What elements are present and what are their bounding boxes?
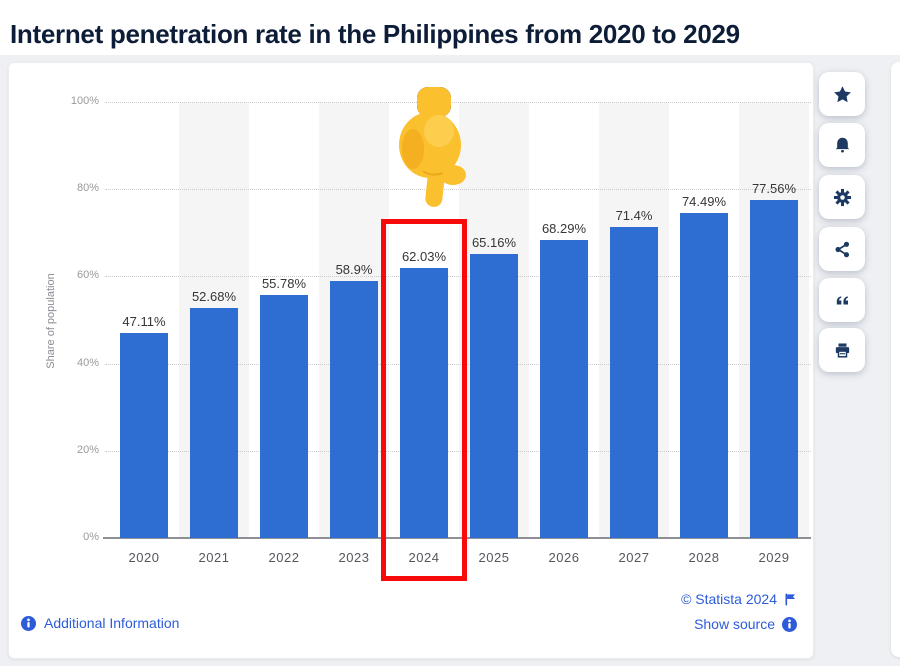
y-tick-label: 40%	[76, 356, 99, 369]
statista-copyright-link[interactable]: © Statista 2024	[681, 591, 797, 607]
gear-icon	[833, 188, 851, 206]
favorite-button[interactable]	[819, 72, 865, 116]
highlight-box-2024	[381, 218, 467, 581]
additional-information-link[interactable]: Additional Information	[21, 615, 179, 631]
info-icon	[21, 615, 36, 631]
finger-highlight	[424, 115, 454, 147]
share-icon	[834, 241, 849, 257]
bar-value-label-2026: 68.29%	[541, 221, 587, 237]
x-axis-line	[103, 537, 811, 539]
chart-card: 0% 20% 40% 60% 80% 100% 47.11% 2020 52.68% 2021 55…	[8, 62, 814, 659]
x-tick-label-2027: 2027	[618, 550, 650, 565]
y-tick-label: 20%	[76, 443, 99, 456]
bar-value-label-2028: 74.49%	[681, 194, 727, 210]
chart-footer-right: © Statista 2024 Show source	[681, 591, 797, 641]
pointing-down-finger-emoji	[399, 87, 466, 207]
cite-button[interactable]	[819, 278, 865, 322]
bar-2023[interactable]	[330, 281, 378, 538]
x-tick-label-2021: 2021	[198, 550, 230, 565]
y-tick-label: 80%	[76, 182, 99, 195]
y-tick-label: 0%	[83, 531, 99, 543]
bar-2026[interactable]	[540, 240, 588, 538]
alerts-button[interactable]	[819, 123, 865, 167]
quote-icon	[836, 295, 848, 304]
show-source-label: Show source	[694, 616, 775, 632]
adjacent-card-edge	[891, 62, 900, 657]
bar-value-label-2029: 77.56%	[751, 180, 797, 196]
page-title: Internet penetration rate in the Philipp…	[10, 19, 740, 50]
printer-icon	[835, 342, 849, 358]
x-tick-label-2020: 2020	[128, 550, 160, 565]
finger-shading	[402, 129, 424, 169]
bar-value-label-2025: 65.16%	[471, 234, 517, 250]
bar-value-label-2024: 62.03%	[401, 248, 447, 264]
bar-2025[interactable]	[470, 253, 518, 538]
copyright-label: © Statista 2024	[681, 591, 777, 607]
gridline-60	[105, 276, 811, 278]
bar-value-label-2027: 71.4%	[615, 207, 653, 223]
x-tick-label-2026: 2026	[548, 550, 580, 565]
x-tick-label-2025: 2025	[478, 550, 510, 565]
star-icon	[833, 85, 851, 102]
x-tick-label-2024: 2024	[408, 550, 440, 565]
y-tick-label: 100%	[70, 95, 99, 107]
bar-value-label-2023: 58.9%	[335, 262, 373, 278]
bar-value-label-2022: 55.78%	[261, 275, 307, 291]
x-tick-label-2022: 2022	[268, 550, 300, 565]
bar-value-label-2021: 52.68%	[191, 289, 237, 305]
info-icon	[782, 616, 797, 632]
gridline-40	[105, 363, 811, 365]
y-tick-label: 60%	[76, 269, 99, 282]
print-button[interactable]	[819, 328, 865, 372]
show-source-link[interactable]: Show source	[681, 616, 797, 632]
y-axis-label: Share of population	[45, 273, 57, 369]
bar-2024[interactable]	[400, 267, 448, 538]
bar-2020[interactable]	[120, 332, 168, 538]
bar-2028[interactable]	[680, 213, 728, 538]
x-tick-label-2023: 2023	[338, 550, 370, 565]
flag-icon	[785, 593, 795, 605]
x-tick-label-2028: 2028	[688, 550, 720, 565]
bar-value-label-2020: 47.11%	[122, 313, 166, 329]
bar-2029[interactable]	[750, 199, 798, 538]
bar-2022[interactable]	[260, 294, 308, 538]
gridline-100	[105, 102, 811, 103]
gridline-20	[105, 450, 811, 452]
bar-2027[interactable]	[610, 226, 658, 538]
x-tick-label-2029: 2029	[758, 550, 790, 565]
bar-2021[interactable]	[190, 308, 238, 538]
settings-button[interactable]	[819, 175, 865, 219]
gridline-80	[105, 189, 811, 191]
bell-icon	[835, 137, 849, 153]
additional-information-label: Additional Information	[44, 615, 180, 631]
share-button[interactable]	[819, 227, 865, 271]
